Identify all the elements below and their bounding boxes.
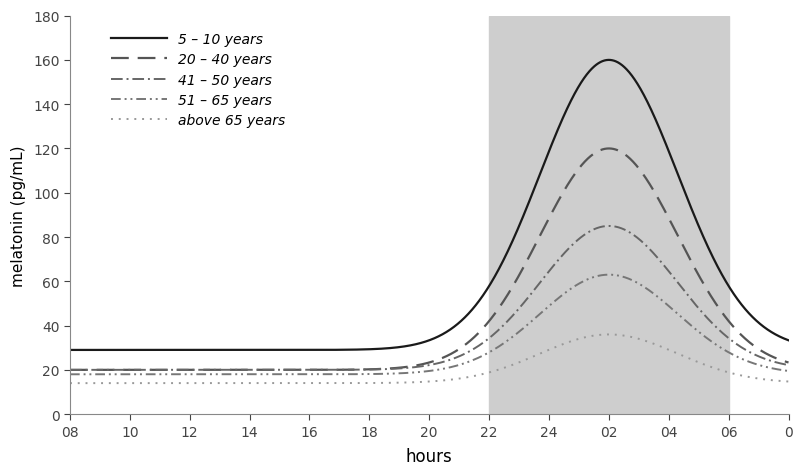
X-axis label: hours: hours [406, 447, 452, 465]
Bar [488, 17, 728, 414]
Y-axis label: melatonin (pg/mL): melatonin (pg/mL) [11, 145, 26, 286]
Legend: 5 – 10 years, 20 – 40 years, 41 – 50 years, 51 – 65 years, above 65 years: 5 – 10 years, 20 – 40 years, 41 – 50 yea… [105, 28, 291, 133]
